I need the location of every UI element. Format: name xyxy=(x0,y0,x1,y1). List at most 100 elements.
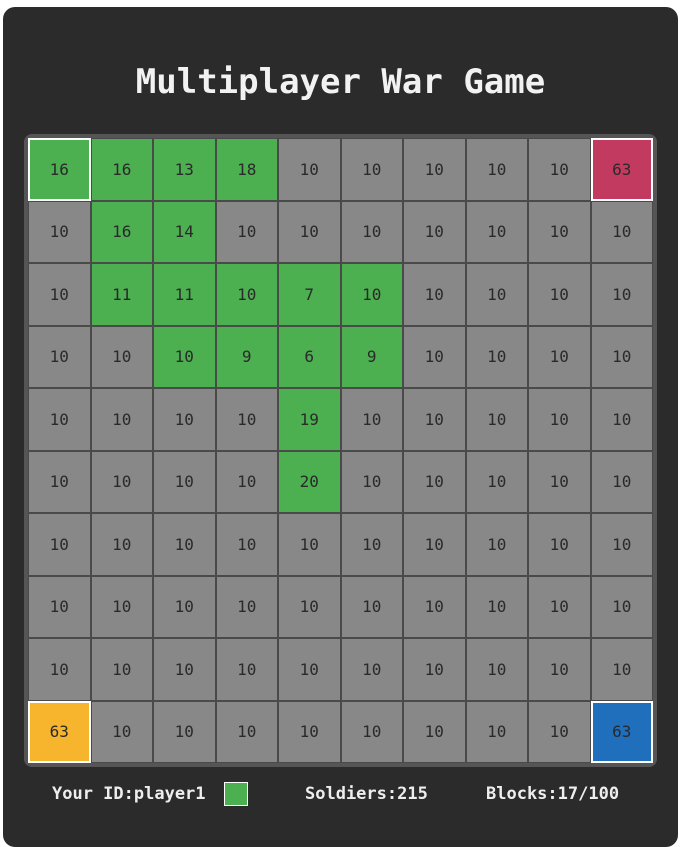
board-cell[interactable]: 10 xyxy=(590,450,653,513)
board-cell[interactable]: 10 xyxy=(465,638,528,701)
board-cell[interactable]: 10 xyxy=(28,200,91,263)
board-cell[interactable]: 10 xyxy=(340,450,403,513)
board-cell[interactable]: 10 xyxy=(90,513,153,576)
board-cell[interactable]: 10 xyxy=(28,638,91,701)
board-cell[interactable]: 11 xyxy=(90,263,153,326)
board-cell[interactable]: 10 xyxy=(340,575,403,638)
board-cell[interactable]: 16 xyxy=(90,200,153,263)
board-cell[interactable]: 10 xyxy=(28,575,91,638)
board-cell[interactable]: 10 xyxy=(215,575,278,638)
board-cell[interactable]: 10 xyxy=(90,388,153,451)
board-cell[interactable]: 10 xyxy=(465,388,528,451)
board-cell[interactable]: 10 xyxy=(90,575,153,638)
board-cell[interactable]: 10 xyxy=(528,325,591,388)
board-cell[interactable]: 10 xyxy=(28,388,91,451)
board-cell[interactable]: 10 xyxy=(215,638,278,701)
board-cell[interactable]: 10 xyxy=(528,138,591,201)
board-cell[interactable]: 10 xyxy=(465,263,528,326)
board-cell[interactable]: 10 xyxy=(590,263,653,326)
board-cell[interactable]: 10 xyxy=(153,700,216,763)
board-cell[interactable]: 18 xyxy=(215,138,278,201)
board-cell[interactable]: 10 xyxy=(590,638,653,701)
board-cell[interactable]: 10 xyxy=(403,325,466,388)
board-cell[interactable]: 14 xyxy=(153,200,216,263)
board-cell[interactable]: 10 xyxy=(340,700,403,763)
board-cell[interactable]: 10 xyxy=(215,263,278,326)
board-cell[interactable]: 10 xyxy=(153,388,216,451)
board-cell[interactable]: 9 xyxy=(340,325,403,388)
board-cell[interactable]: 10 xyxy=(215,388,278,451)
board-cell[interactable]: 10 xyxy=(153,325,216,388)
board-cell[interactable]: 13 xyxy=(153,138,216,201)
board-cell[interactable]: 10 xyxy=(340,263,403,326)
board-cell[interactable]: 10 xyxy=(278,513,341,576)
board-cell[interactable]: 11 xyxy=(153,263,216,326)
board-cell[interactable]: 10 xyxy=(528,513,591,576)
board-cell[interactable]: 10 xyxy=(403,200,466,263)
board-cell[interactable]: 10 xyxy=(590,388,653,451)
base-cell[interactable]: 63 xyxy=(590,138,653,201)
board-cell[interactable]: 10 xyxy=(403,638,466,701)
board-cell[interactable]: 10 xyxy=(528,200,591,263)
board-cell[interactable]: 10 xyxy=(153,450,216,513)
board-cell[interactable]: 10 xyxy=(403,450,466,513)
board-cell[interactable]: 10 xyxy=(153,513,216,576)
board-cell[interactable]: 10 xyxy=(590,325,653,388)
board-cell[interactable]: 10 xyxy=(215,450,278,513)
board-cell[interactable]: 10 xyxy=(465,575,528,638)
base-cell[interactable]: 63 xyxy=(590,700,653,763)
board-cell[interactable]: 10 xyxy=(528,263,591,326)
base-cell[interactable]: 63 xyxy=(28,700,91,763)
board-cell[interactable]: 10 xyxy=(278,138,341,201)
board-cell[interactable]: 10 xyxy=(528,450,591,513)
board-cell[interactable]: 10 xyxy=(403,388,466,451)
board-cell[interactable]: 10 xyxy=(403,138,466,201)
board-cell[interactable]: 10 xyxy=(215,513,278,576)
board-cell[interactable]: 10 xyxy=(465,325,528,388)
board-cell[interactable]: 10 xyxy=(465,700,528,763)
board-cell[interactable]: 10 xyxy=(465,450,528,513)
board-cell[interactable]: 10 xyxy=(403,700,466,763)
board-cell[interactable]: 10 xyxy=(528,638,591,701)
board-cell[interactable]: 10 xyxy=(215,700,278,763)
board-cell[interactable]: 10 xyxy=(278,638,341,701)
board-cell[interactable]: 9 xyxy=(215,325,278,388)
board-cell[interactable]: 10 xyxy=(465,138,528,201)
board-cell[interactable]: 10 xyxy=(28,263,91,326)
board-cell[interactable]: 10 xyxy=(278,575,341,638)
board-cell[interactable]: 10 xyxy=(278,200,341,263)
board-cell[interactable]: 10 xyxy=(28,450,91,513)
board-cell[interactable]: 10 xyxy=(590,200,653,263)
board-cell[interactable]: 10 xyxy=(153,575,216,638)
board-cell[interactable]: 10 xyxy=(340,388,403,451)
board-cell[interactable]: 19 xyxy=(278,388,341,451)
board-cell[interactable]: 10 xyxy=(528,388,591,451)
board-cell[interactable]: 10 xyxy=(90,700,153,763)
board-cell[interactable]: 10 xyxy=(590,575,653,638)
board-cell[interactable]: 20 xyxy=(278,450,341,513)
board-cell[interactable]: 10 xyxy=(278,700,341,763)
board-cell[interactable]: 10 xyxy=(90,325,153,388)
board-cell[interactable]: 10 xyxy=(528,575,591,638)
board-cell[interactable]: 6 xyxy=(278,325,341,388)
board-cell[interactable]: 10 xyxy=(528,700,591,763)
board-cell[interactable]: 10 xyxy=(215,200,278,263)
board-cell[interactable]: 10 xyxy=(28,325,91,388)
board-cell[interactable]: 10 xyxy=(403,263,466,326)
board-cell[interactable]: 10 xyxy=(340,200,403,263)
board-cell[interactable]: 10 xyxy=(90,450,153,513)
board-cell[interactable]: 10 xyxy=(28,513,91,576)
board-cell[interactable]: 10 xyxy=(403,513,466,576)
base-cell[interactable]: 16 xyxy=(28,138,91,201)
board-cell[interactable]: 10 xyxy=(590,513,653,576)
board-cell[interactable]: 10 xyxy=(153,638,216,701)
board-cell[interactable]: 10 xyxy=(465,513,528,576)
board-cell[interactable]: 10 xyxy=(340,638,403,701)
board-cell[interactable]: 10 xyxy=(403,575,466,638)
board-cell[interactable]: 10 xyxy=(340,138,403,201)
board-cell[interactable]: 16 xyxy=(90,138,153,201)
board-cell[interactable]: 10 xyxy=(340,513,403,576)
board-cell[interactable]: 7 xyxy=(278,263,341,326)
board-cell[interactable]: 10 xyxy=(465,200,528,263)
board-cell[interactable]: 10 xyxy=(90,638,153,701)
